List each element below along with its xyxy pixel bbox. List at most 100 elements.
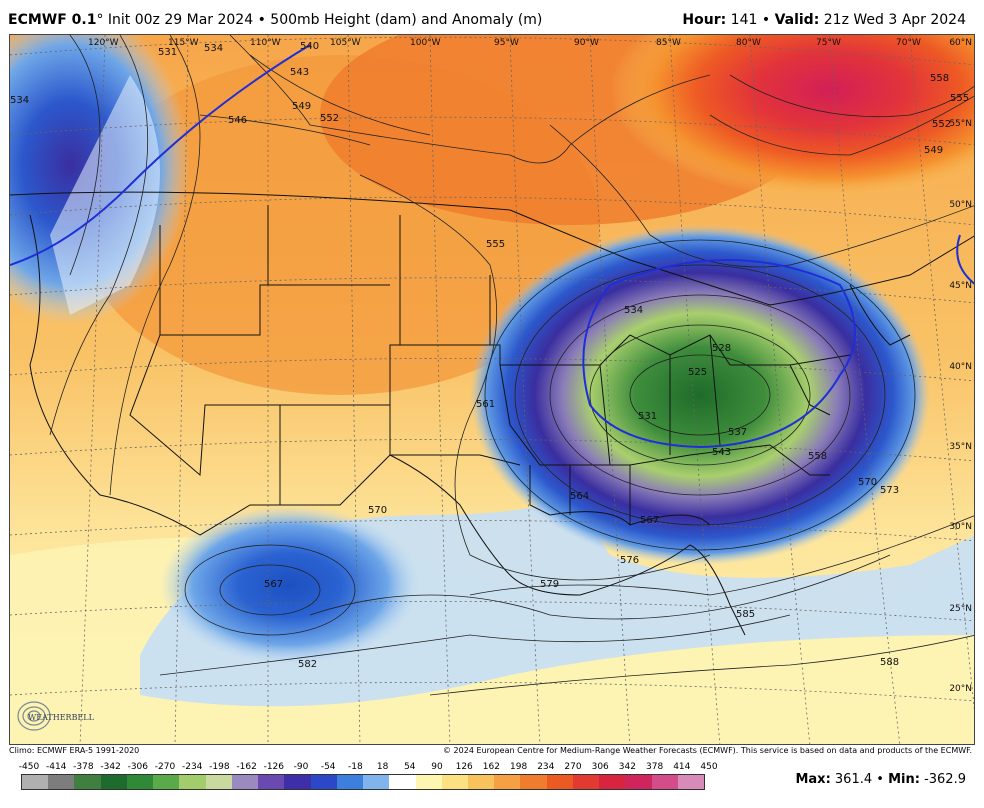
scale-swatch — [100, 775, 127, 789]
min-value: -362.9 — [924, 772, 966, 787]
scale-tick-label: -162 — [236, 762, 257, 772]
lon-label: 110°W — [250, 38, 281, 48]
high-anomaly-northeast — [610, 35, 974, 200]
scale-swatch — [153, 775, 180, 789]
scale-tick-label: 18 — [376, 762, 389, 772]
lat-label: 25°N — [949, 604, 972, 614]
scale-tick-label: -378 — [73, 762, 94, 772]
contour-label: 558 — [808, 451, 827, 462]
lon-label: 100°W — [410, 38, 441, 48]
scale-tick-label: 234 — [537, 762, 555, 772]
valid-value: 21z Wed 3 Apr 2024 — [823, 12, 966, 28]
contour-label: 534 — [624, 305, 643, 316]
contour-label: 531 — [158, 47, 177, 58]
contour-label: 534 — [10, 95, 29, 106]
contour-label: 543 — [290, 67, 309, 78]
contour-labels: 531 534 534 540 543 546 549 552 555 558 … — [10, 41, 969, 670]
max-value: 361.4 — [834, 772, 873, 787]
scale-tick-label: 54 — [404, 762, 416, 772]
scale-tick-label: 90 — [431, 762, 443, 772]
scale-swatch — [677, 775, 705, 789]
contour-label: 576 — [620, 555, 639, 566]
contour-label: 549 — [924, 145, 943, 156]
scale-swatch — [284, 775, 311, 789]
lon-label: 70°W — [896, 38, 921, 48]
contour-label: 588 — [880, 657, 899, 668]
scale-swatch — [415, 775, 442, 789]
scale-swatch — [179, 775, 206, 789]
contour-label: 555 — [950, 93, 969, 104]
great-lakes-low — [470, 225, 930, 565]
lat-label: 30°N — [949, 522, 972, 532]
scale-tick-label: 450 — [700, 762, 718, 772]
scale-tick-label: 198 — [510, 762, 528, 772]
scale-swatch — [22, 775, 49, 789]
lon-label: 105°W — [330, 38, 361, 48]
contour-label: 573 — [880, 485, 899, 496]
contour-label: 579 — [540, 579, 559, 590]
contour-label: 555 — [486, 239, 505, 250]
scale-swatch — [74, 775, 101, 789]
scale-swatch — [494, 775, 521, 789]
contour-label: 525 — [688, 367, 707, 378]
contour-label: 534 — [204, 43, 223, 54]
mexico-cutoff-low — [160, 505, 420, 665]
height-contours — [49, 35, 974, 696]
lon-label: 120°W — [88, 38, 119, 48]
contour-label: 585 — [736, 609, 755, 620]
product-name: 500mb Height (dam) and Anomaly (m) — [270, 12, 543, 28]
scale-color-bar — [21, 774, 705, 790]
contour-label: 552 — [320, 113, 339, 124]
scale-tick-label: 306 — [591, 762, 609, 772]
copyright-credit: © 2024 European Centre for Medium-Range … — [443, 746, 972, 755]
contour-label: 531 — [638, 411, 657, 422]
climo-credit: Climo: ECMWF ERA-5 1991-2020 — [9, 746, 140, 755]
scale-swatch — [546, 775, 573, 789]
contour-label: 567 — [264, 579, 283, 590]
scale-swatch — [231, 775, 259, 789]
scale-tick-label: 378 — [646, 762, 664, 772]
scale-swatch — [258, 775, 285, 789]
lon-label: 95°W — [494, 38, 519, 48]
lon-label: 90°W — [574, 38, 599, 48]
scale-swatch — [205, 775, 232, 789]
graticule — [10, 35, 974, 744]
longitude-labels: 120°W 115°W 110°W 105°W 100°W 95°W 90°W … — [88, 38, 921, 48]
scale-tick-label: -450 — [18, 762, 40, 772]
contour-label: 540 — [300, 41, 319, 52]
valid-label: Valid: — [774, 12, 820, 28]
hour-label: Hour: — [682, 12, 727, 28]
contour-label: 582 — [298, 659, 317, 670]
scale-tick-label: -234 — [181, 762, 203, 772]
lat-label: 35°N — [949, 442, 972, 452]
scale-tick-label: 342 — [618, 762, 636, 772]
scale-swatch — [467, 775, 495, 789]
logo-text: WEATHERBELL — [28, 713, 95, 722]
header: ECMWF 0.1° Init 00z 29 Mar 2024 • 500mb … — [0, 0, 984, 34]
scale-tick-label: -90 — [293, 762, 309, 772]
scale-tick-label: 162 — [482, 762, 500, 772]
scale-tick-label: 270 — [564, 762, 582, 772]
scale-swatch — [336, 775, 364, 789]
scale-tick-labels: -450 -414 -378 -342 -306 -270 -234 -198 -162 -126… — [9, 762, 718, 774]
scale-swatch — [572, 775, 600, 789]
contour-label: 564 — [570, 491, 589, 502]
scale-tick-label: -54 — [320, 762, 336, 772]
forecast-hour: Hour: 141 • Valid: 21z Wed 3 Apr 2024 — [682, 12, 966, 28]
scale-swatch — [310, 775, 337, 789]
contour-label: 561 — [476, 399, 495, 410]
contour-540-line — [10, 44, 974, 449]
model-name: ECMWF 0.1 — [8, 12, 97, 28]
scale-tick-label: -198 — [209, 762, 230, 772]
lat-label: 60°N — [949, 38, 972, 48]
contour-label: 570 — [368, 505, 387, 516]
scale-swatch — [599, 775, 626, 789]
contour-label: 543 — [712, 447, 731, 458]
color-scale: -450 -414 -378 -342 -306 -270 -234 -198 -162 -126… — [9, 762, 718, 790]
lat-label: 50°N — [949, 200, 972, 210]
hour-value: 141 — [730, 12, 758, 28]
map-panel[interactable]: 120°W 115°W 110°W 105°W 100°W 95°W 90°W … — [9, 34, 975, 745]
contour-label: 549 — [292, 101, 311, 112]
scale-tick-label: -126 — [263, 762, 285, 772]
lon-label: 115°W — [168, 38, 199, 48]
